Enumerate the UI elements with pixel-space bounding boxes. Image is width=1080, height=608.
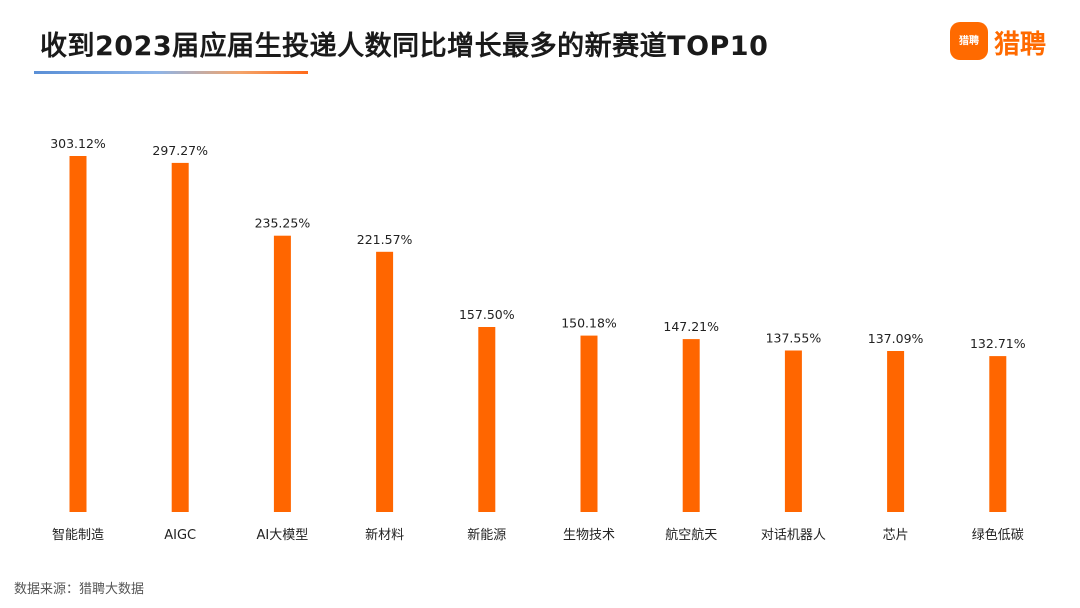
data-label-3: 235.25%: [255, 216, 311, 231]
bar-6: [580, 335, 598, 512]
category-label-5: 新能源: [467, 527, 506, 543]
category-label-9: 芯片: [883, 528, 909, 543]
data-label-9: 137.09%: [868, 331, 924, 346]
title-underline: [34, 71, 308, 74]
logo-mark-text: 猎聘: [959, 36, 979, 47]
page-title: 收到2023届应届生投递人数同比增长最多的新赛道TOP10: [40, 31, 769, 62]
data-label-5: 157.50%: [459, 307, 515, 322]
data-label-8: 137.55%: [766, 331, 822, 346]
category-label-10: 绿色低碳: [972, 527, 1024, 543]
bar-8: [784, 350, 802, 512]
bar-3: [273, 235, 291, 512]
category-label-1: 智能制造: [52, 528, 104, 543]
category-label-6: 生物技术: [563, 528, 615, 543]
bar-10: [989, 356, 1007, 512]
data-label-4: 221.57%: [357, 232, 413, 247]
data-label-6: 150.18%: [561, 316, 617, 331]
bar-9: [887, 351, 905, 512]
data-label-1: 303.12%: [50, 136, 106, 151]
bar-2: [171, 162, 189, 512]
category-label-4: 新材料: [365, 527, 404, 543]
data-label-10: 132.71%: [970, 336, 1026, 351]
category-label-3: AI大模型: [257, 528, 309, 543]
bar-5: [478, 327, 496, 512]
data-label-7: 147.21%: [663, 319, 719, 334]
bar-7: [682, 339, 700, 512]
liepin-logo: 猎聘 猎聘: [950, 22, 1056, 62]
category-label-8: 对话机器人: [761, 528, 826, 543]
logo-wordmark: 猎聘: [994, 30, 1047, 60]
bar-1: [69, 156, 87, 512]
bar-4: [376, 251, 394, 513]
source-note: 数据来源：猎聘大数据: [14, 582, 145, 597]
data-label-2: 297.27%: [152, 143, 208, 158]
category-label-7: 航空航天: [665, 527, 717, 543]
category-label-2: AIGC: [164, 528, 196, 543]
logo-mark-icon: 猎聘: [950, 22, 988, 60]
